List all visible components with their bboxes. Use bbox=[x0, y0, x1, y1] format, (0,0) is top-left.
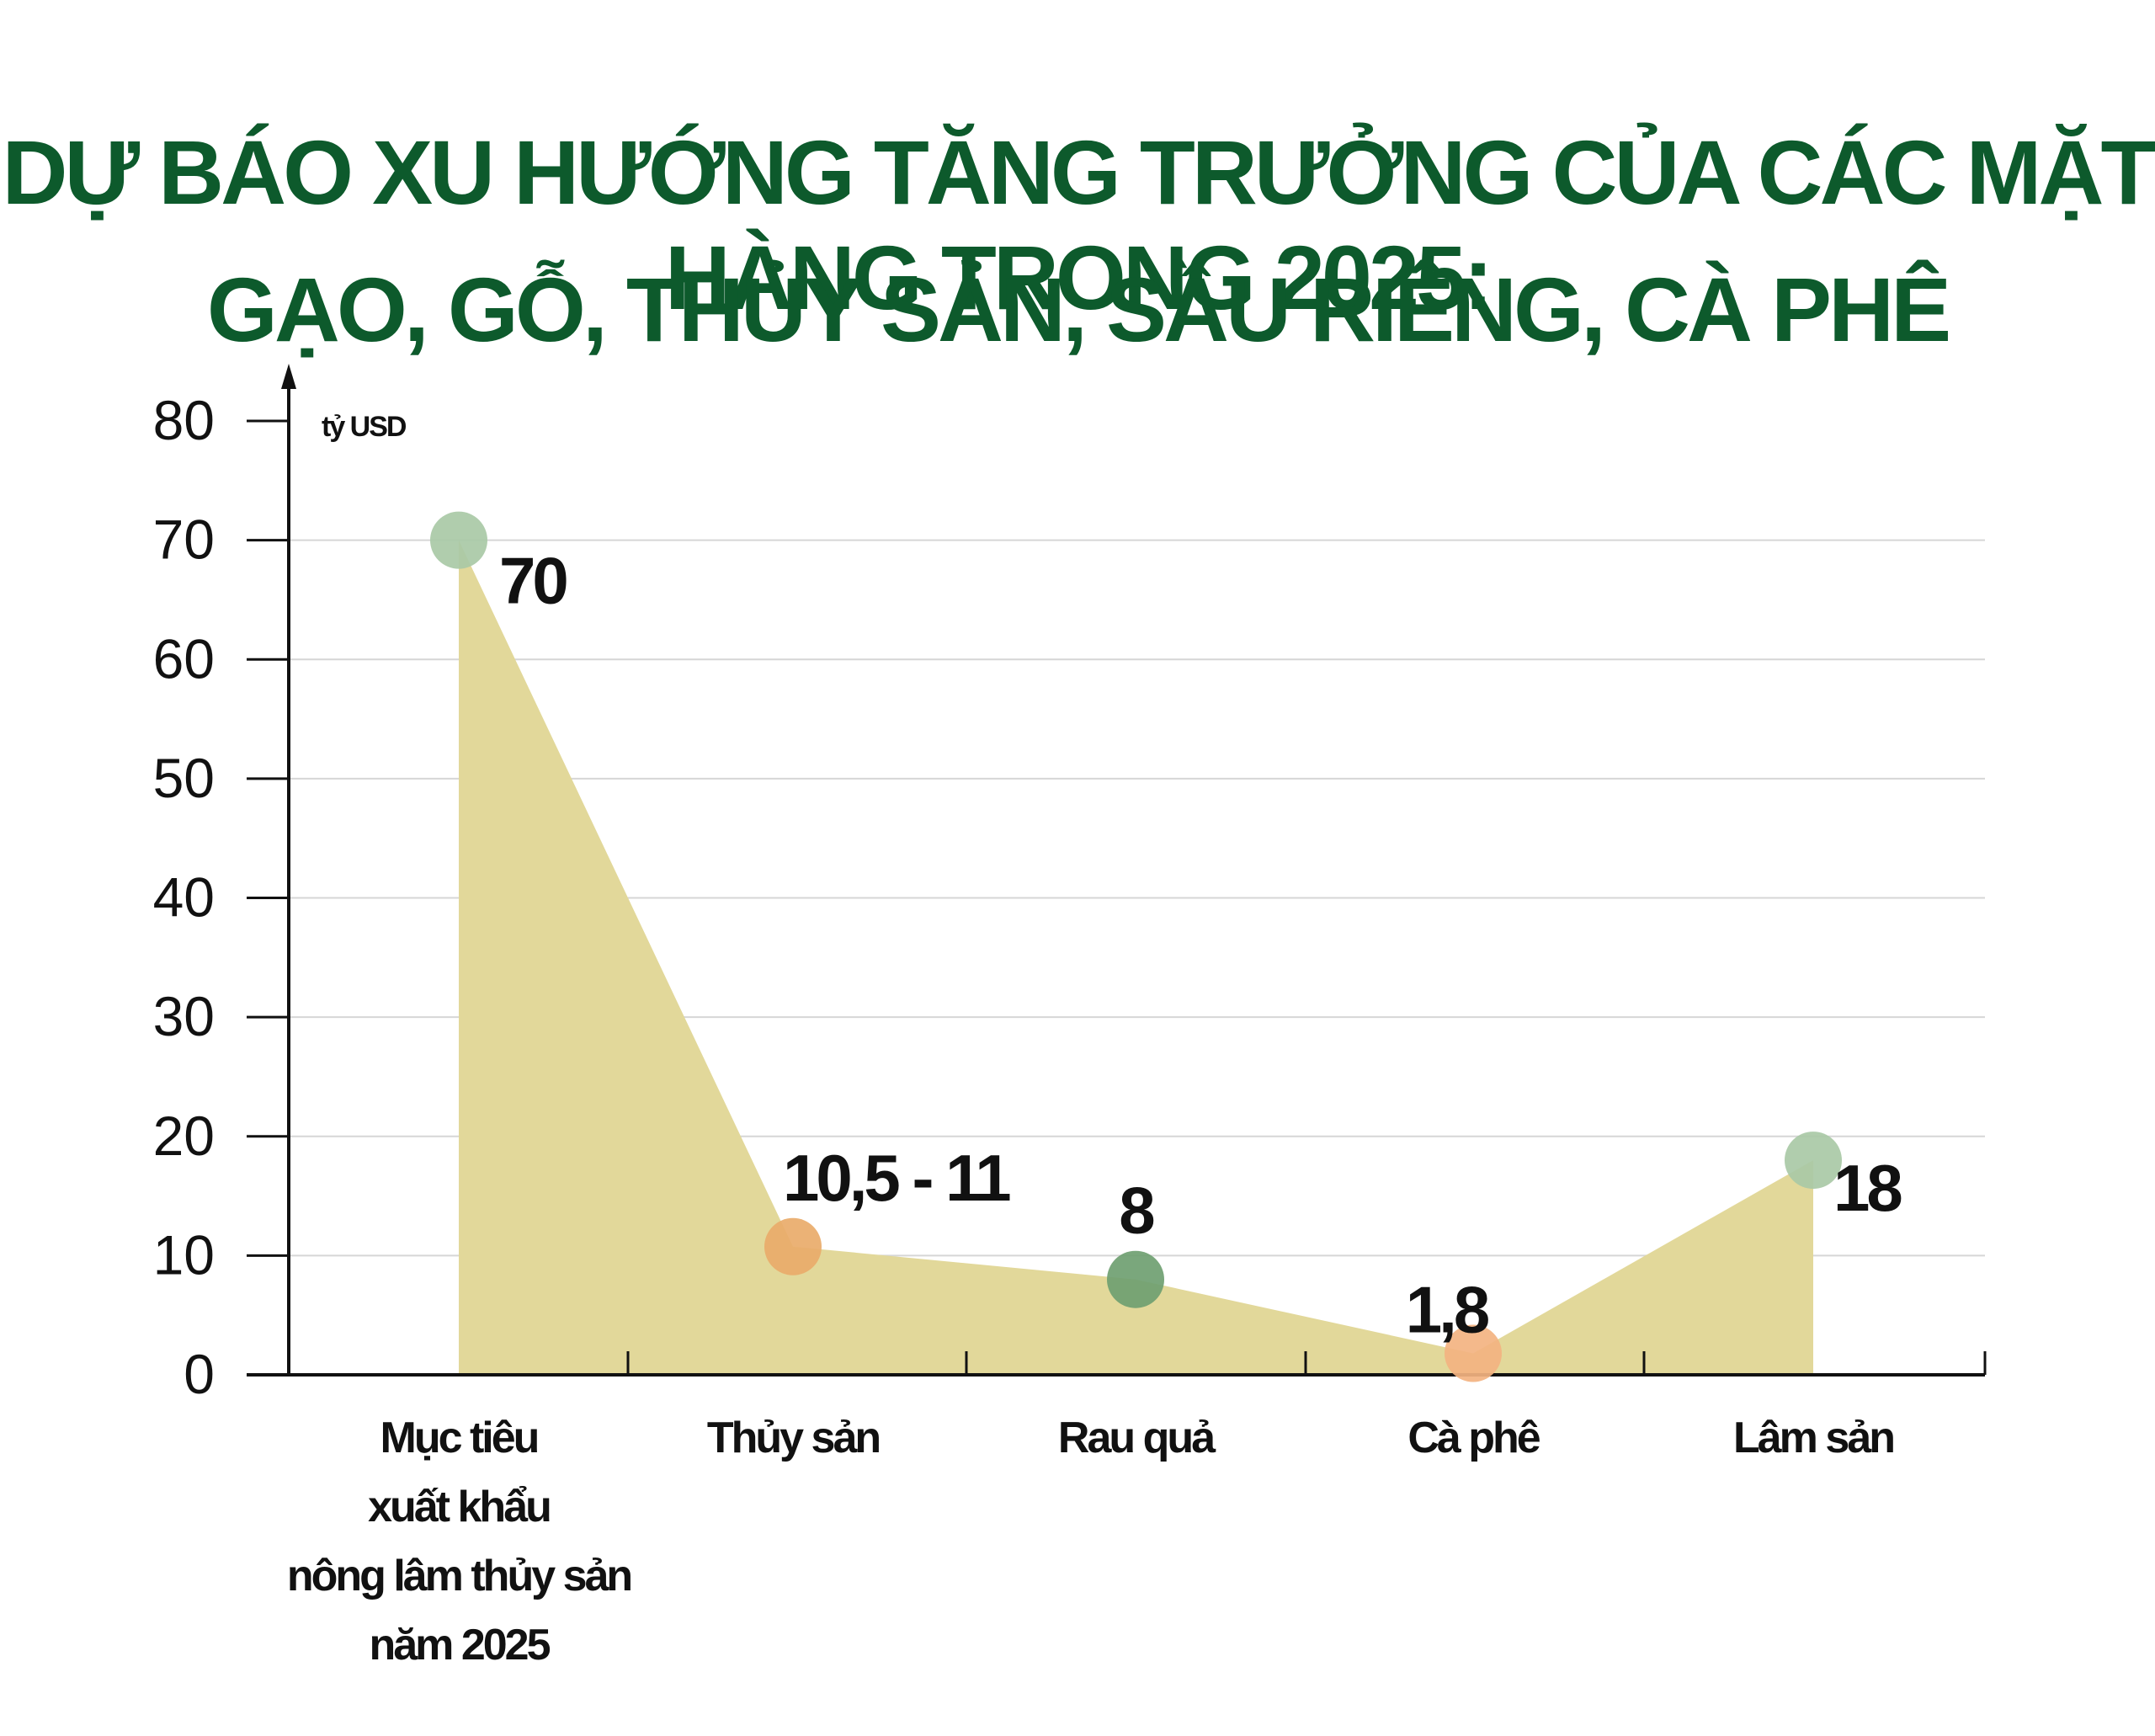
y-tick-label: 60 bbox=[153, 627, 215, 690]
data-point bbox=[764, 1217, 822, 1275]
y-tick-label: 70 bbox=[153, 509, 215, 571]
y-tick-label: 80 bbox=[153, 389, 215, 451]
x-category-label: Rau quả bbox=[1058, 1414, 1216, 1462]
y-tick-label: 30 bbox=[153, 985, 215, 1047]
data-point bbox=[1785, 1132, 1842, 1190]
x-category-label: Lâm sản bbox=[1733, 1414, 1893, 1462]
series-area bbox=[459, 540, 1813, 1375]
y-tick-label: 10 bbox=[153, 1223, 215, 1286]
data-label: 1,8 bbox=[1406, 1273, 1488, 1347]
chart-title-line-2: GẠO, GỖ, THỦY SẢN, SẦU RIÊNG, CÀ PHÊ bbox=[206, 258, 1951, 360]
data-label: 18 bbox=[1833, 1151, 1901, 1225]
x-category-label: năm 2025 bbox=[369, 1621, 550, 1669]
data-point bbox=[430, 511, 487, 569]
data-label: 70 bbox=[499, 544, 567, 618]
y-axis-unit-label: tỷ USD bbox=[322, 411, 407, 443]
chart-title-line-1: DỰ BÁO XU HƯỚNG TĂNG TRƯỞNG CỦA CÁC MẶT … bbox=[2, 121, 2155, 328]
x-category-label: Cà phê bbox=[1407, 1414, 1540, 1462]
data-point bbox=[1107, 1250, 1164, 1308]
data-label: 8 bbox=[1119, 1174, 1153, 1248]
x-category-label: xuất khẩu bbox=[368, 1483, 550, 1531]
y-axis-arrow bbox=[281, 364, 296, 389]
y-tick-label: 40 bbox=[153, 866, 215, 929]
y-tick-label: 0 bbox=[184, 1343, 215, 1405]
data-point bbox=[1445, 1324, 1502, 1382]
x-category-label: Thủy sản bbox=[707, 1414, 879, 1462]
data-label: 10,5 - 11 bbox=[783, 1141, 1010, 1215]
y-tick-label: 20 bbox=[153, 1105, 215, 1167]
x-category-label: Mục tiêu bbox=[380, 1414, 538, 1462]
y-tick-label: 50 bbox=[153, 747, 215, 809]
x-category-label: nông lâm thủy sản bbox=[287, 1552, 631, 1600]
